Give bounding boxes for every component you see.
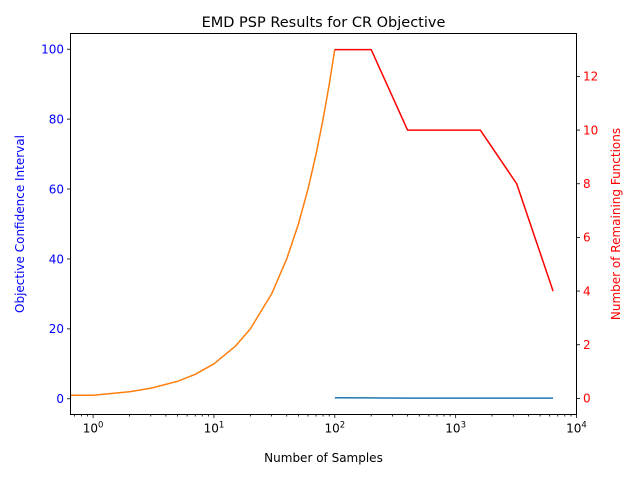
y-right-tick-label: 12 xyxy=(583,70,598,84)
plot-frame xyxy=(70,33,577,415)
series-line-3 xyxy=(334,48,554,292)
plot-lines xyxy=(70,48,554,399)
y-axis-right-label: Number of Remaining Functions xyxy=(609,128,623,320)
y-left-tick-label: 0 xyxy=(56,392,64,406)
y-left-tick-label: 100 xyxy=(41,43,64,57)
y-right-tick-label: 0 xyxy=(583,392,591,406)
y-left-tick-label: 60 xyxy=(49,182,64,196)
x-tick-label: 102 xyxy=(324,421,345,436)
y-left-tick-label: 80 xyxy=(49,112,64,126)
series-line-1 xyxy=(70,49,336,397)
x-tick-label: 101 xyxy=(204,421,225,436)
y-right-tick-label: 6 xyxy=(583,231,591,245)
y-right-tick-label: 4 xyxy=(583,284,591,298)
y-right-tick-label: 8 xyxy=(583,177,591,191)
y-right-tick-label: 2 xyxy=(583,338,591,352)
y-axis-left: 0 20 40 60 80 100 xyxy=(41,43,71,406)
y-right-tick-label: 10 xyxy=(583,123,598,137)
chart-title: EMD PSP Results for CR Objective xyxy=(202,15,446,31)
y-axis-right: 0 2 4 6 8 10 12 xyxy=(576,70,598,406)
x-tick-label: 100 xyxy=(83,421,104,436)
x-axis-label: Number of Samples xyxy=(264,451,383,465)
x-axis: 100 101 102 103 104 xyxy=(73,414,587,436)
x-tick-label: 104 xyxy=(566,421,587,436)
y-left-tick-label: 40 xyxy=(49,252,64,266)
x-tick-label: 103 xyxy=(445,421,466,436)
y-left-tick-label: 20 xyxy=(49,322,64,336)
y-axis-left-label: Objective Confidence Interval xyxy=(13,135,27,313)
